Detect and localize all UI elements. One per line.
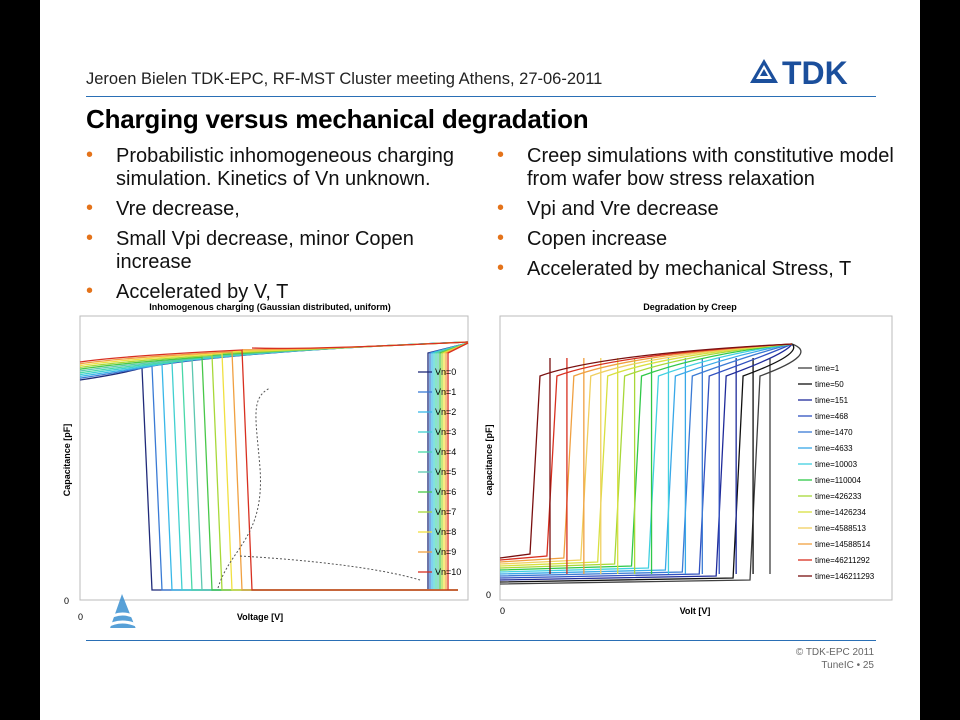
legend-entry: Vn=0 (435, 367, 456, 377)
legend-entry: time=468 (815, 412, 849, 421)
dashed-curve (239, 555, 421, 581)
legend-entry: time=426233 (815, 492, 862, 501)
plot-frame (79, 315, 469, 601)
legend-entry: Vn=7 (435, 507, 456, 517)
legend-entry: time=50 (815, 380, 844, 389)
legend-entry: time=1 (815, 364, 840, 373)
charging-chart: Inhomogenous charging (Gaussian distribu… (62, 302, 469, 628)
series-line-time=146211293 (499, 343, 793, 574)
y-tick-label: 0 (64, 596, 69, 606)
sail-logo-icon (103, 594, 143, 628)
right-bullet-list: • Creep simulations with constitutive mod… (497, 144, 897, 288)
legend-entry: Vn=9 (435, 547, 456, 557)
y-axis-label: capacitance [pF] (484, 424, 494, 495)
legend-entry: Vn=6 (435, 487, 456, 497)
x-tick-label: 0 (78, 612, 83, 622)
series-line-time=151 (499, 343, 793, 581)
left-bullet-2: • Vre decrease, (86, 197, 240, 220)
y-tick-label: 0 (486, 590, 491, 600)
series-line-time=1 (499, 343, 802, 585)
bullet-icon: • (86, 227, 94, 249)
right-bullet-2: • Vpi and Vre decrease (497, 197, 719, 220)
right-bullet-3: • Copen increase (497, 227, 668, 250)
left-bullet-3: • Small Vpi decrease, minor Copen increas… (86, 227, 414, 273)
series-line-time=4633 (499, 343, 793, 575)
bullet-icon: • (497, 257, 505, 279)
footer: © TDK-EPC 2011 TuneIC • 25 (796, 646, 874, 672)
bullet-icon: • (497, 144, 505, 166)
x-axis-label: Voltage [V] (237, 612, 283, 622)
page-title: Charging versus mechanical degradation (86, 104, 589, 134)
legend-entry: Vn=5 (435, 467, 456, 477)
legend-entry: time=14588514 (815, 540, 871, 549)
legend-entry: time=151 (815, 396, 849, 405)
header-rule (86, 96, 876, 97)
legend-entry: Vn=10 (435, 567, 461, 577)
y-axis-label: Capacitance [pF] (62, 424, 72, 497)
tdk-logo-text: TDK (782, 56, 848, 90)
chart-title: Degradation by Creep (643, 302, 737, 312)
left-bullet-1: • Probabilistic inhomogeneous charging si… (86, 144, 454, 190)
tdk-logo-icon (750, 59, 778, 83)
copyright-text: © TDK-EPC 2011 (795, 647, 874, 658)
right-bullet-1: • Creep simulations with constitutive mod… (497, 144, 894, 190)
legend-entry: Vn=1 (435, 387, 456, 397)
series-line-time=50 (499, 343, 795, 583)
left-bullet-4: • Accelerated by V, T (86, 280, 289, 303)
legend-entry: time=146211293 (815, 572, 875, 581)
legend-entry: Vn=2 (435, 407, 456, 417)
legend-entry: Vn=3 (435, 427, 456, 437)
bullet-icon: • (497, 227, 505, 249)
header-text: Jeroen Bielen TDK-EPC, RF-MST Cluster me… (86, 70, 603, 88)
creep-chart: Degradation by Creep time=1 time=50 time=1… (484, 302, 893, 616)
legend-entry: time=4588513 (815, 524, 866, 533)
bullet-icon: • (497, 197, 505, 219)
legend-entry: time=1470 (815, 428, 853, 437)
bullet-icon: • (86, 197, 94, 219)
series-line-Vn=10 (79, 341, 469, 591)
legend-entry: time=4633 (815, 444, 853, 453)
series-line-time=1470 (499, 343, 793, 577)
right-bullet-4: • Accelerated by mechanical Stress, T (497, 257, 852, 280)
page-number: TuneIC • 25 (821, 660, 874, 671)
slide: Jeroen Bielen TDK-EPC, RF-MST Cluster me… (40, 0, 920, 720)
legend-entry: time=46211292 (815, 556, 870, 565)
legend-entry: time=110004 (815, 476, 861, 485)
x-tick-label: 0 (500, 606, 505, 616)
legend-entry: Vn=4 (435, 447, 456, 457)
bullet-icon: • (86, 280, 94, 302)
footer-rule (86, 640, 876, 641)
bullet-icon: • (86, 144, 94, 166)
legend-entry: Vn=8 (435, 527, 456, 537)
legend-entry: time=10003 (815, 460, 858, 469)
left-bullet-list: • Probabilistic inhomogeneous charging si… (86, 144, 486, 311)
legend-entry: time=1426234 (815, 508, 866, 517)
tdk-logo: TDK (750, 56, 848, 90)
chart-title: Inhomogenous charging (Gaussian distribu… (149, 302, 391, 312)
series-line-time=468 (499, 343, 793, 579)
x-axis-label: Volt [V] (680, 606, 711, 616)
